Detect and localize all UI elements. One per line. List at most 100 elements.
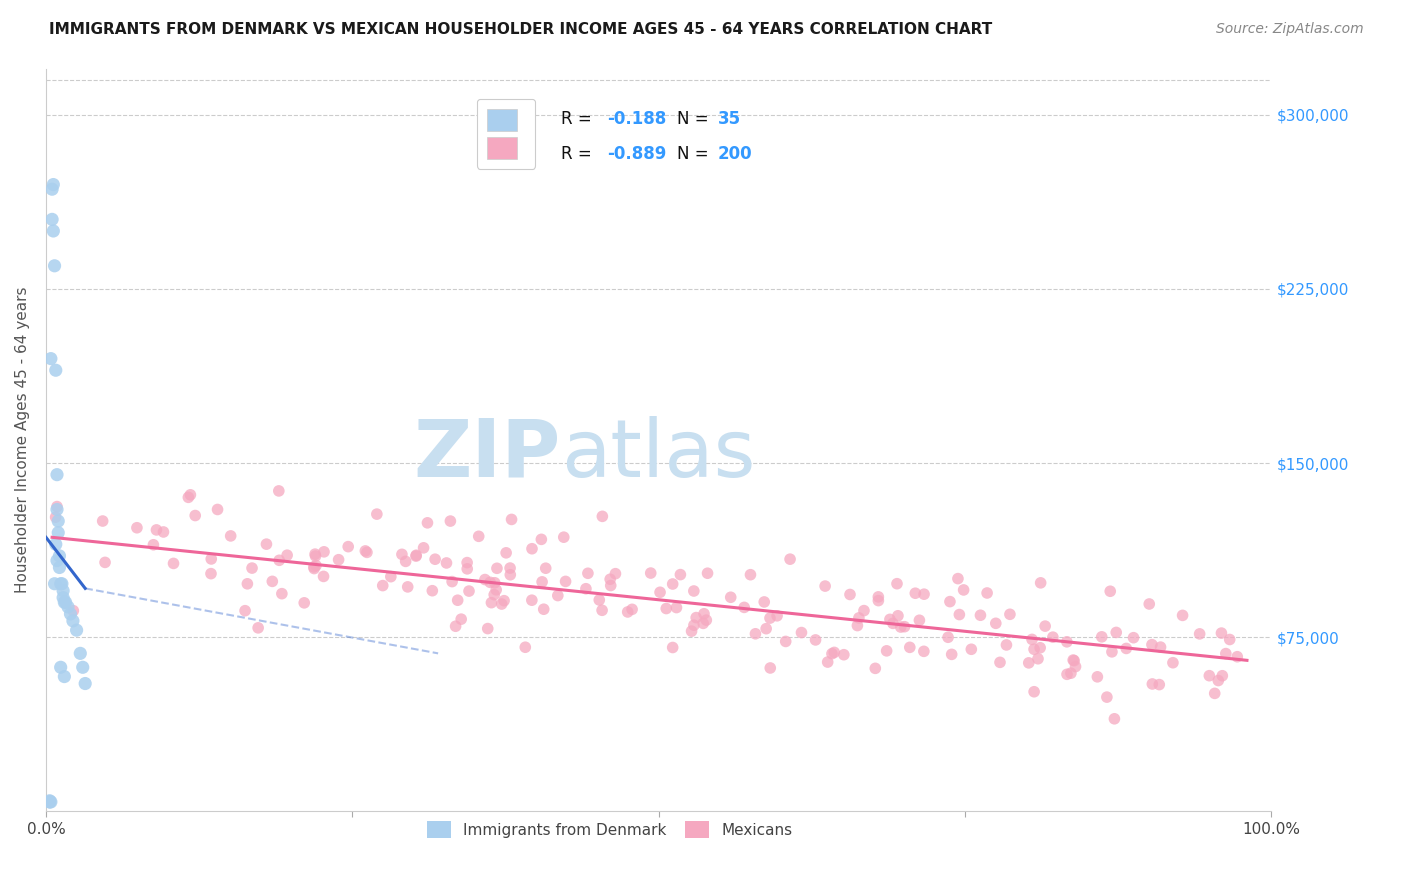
Point — [416, 516, 439, 530]
Point — [839, 587, 862, 601]
Point — [1171, 608, 1194, 623]
Point — [256, 537, 278, 551]
Point — [1018, 656, 1040, 670]
Point — [692, 616, 714, 631]
Point — [1122, 631, 1144, 645]
Point — [591, 603, 613, 617]
Point — [46, 553, 69, 567]
Point — [1219, 632, 1241, 647]
Point — [1063, 654, 1085, 668]
Point — [733, 600, 755, 615]
Point — [1115, 641, 1137, 656]
Point — [179, 488, 201, 502]
Point — [665, 600, 688, 615]
Point — [823, 645, 845, 659]
Point — [439, 514, 461, 528]
Point — [337, 540, 360, 554]
Point — [976, 586, 998, 600]
Point — [852, 604, 875, 618]
Point — [1140, 638, 1163, 652]
Point — [648, 585, 671, 599]
Point — [1022, 684, 1045, 698]
Text: ZIP: ZIP — [413, 416, 561, 493]
Point — [75, 676, 97, 690]
Point — [948, 607, 970, 622]
Point — [553, 530, 575, 544]
Point — [328, 552, 350, 566]
Point — [207, 502, 229, 516]
Point — [354, 544, 377, 558]
Point — [477, 622, 499, 636]
Point — [534, 561, 557, 575]
Point — [91, 514, 114, 528]
Point — [499, 567, 522, 582]
Point — [1033, 619, 1056, 633]
Point — [41, 182, 63, 196]
Point — [655, 601, 678, 615]
Point — [46, 502, 69, 516]
Point — [41, 212, 63, 227]
Point — [371, 578, 394, 592]
Point — [1026, 652, 1049, 666]
Point — [1137, 597, 1160, 611]
Point — [640, 566, 662, 580]
Point — [305, 558, 328, 573]
Point — [312, 569, 335, 583]
Point — [484, 588, 506, 602]
Point — [939, 594, 962, 608]
Point — [1091, 630, 1114, 644]
Point — [45, 363, 67, 377]
Text: atlas: atlas — [561, 416, 755, 493]
Point — [456, 556, 478, 570]
Point — [51, 576, 73, 591]
Point — [412, 541, 434, 555]
Point — [46, 514, 69, 528]
Point — [599, 578, 621, 592]
Point — [44, 576, 66, 591]
Point — [304, 547, 326, 561]
Point — [52, 583, 75, 598]
Point — [46, 525, 69, 540]
Point — [912, 644, 935, 658]
Point — [405, 548, 427, 562]
Point — [682, 584, 704, 599]
Point — [94, 555, 117, 569]
Point — [39, 795, 62, 809]
Point — [380, 569, 402, 583]
Text: N =: N = — [678, 145, 714, 163]
Point — [887, 608, 910, 623]
Point — [485, 582, 508, 597]
Point — [46, 467, 69, 482]
Point — [52, 591, 75, 605]
Point — [1029, 575, 1052, 590]
Point — [588, 593, 610, 607]
Point — [1056, 635, 1078, 649]
Point — [65, 623, 87, 637]
Point — [998, 607, 1021, 622]
Point — [904, 586, 927, 600]
Point — [846, 618, 869, 632]
Point — [744, 627, 766, 641]
Point — [269, 553, 291, 567]
Point — [779, 552, 801, 566]
Text: -0.889: -0.889 — [607, 145, 666, 163]
Point — [912, 587, 935, 601]
Point — [436, 556, 458, 570]
Point — [501, 512, 523, 526]
Text: R =: R = — [561, 110, 596, 128]
Point — [1085, 670, 1108, 684]
Point — [405, 549, 427, 563]
Point — [1095, 690, 1118, 705]
Point — [669, 567, 692, 582]
Point — [1198, 669, 1220, 683]
Point — [766, 608, 789, 623]
Point — [240, 561, 263, 575]
Point — [908, 613, 931, 627]
Point — [621, 602, 644, 616]
Point — [1211, 669, 1233, 683]
Point — [936, 630, 959, 644]
Point — [38, 795, 60, 809]
Point — [62, 614, 84, 628]
Point — [1042, 630, 1064, 644]
Point — [1021, 632, 1043, 647]
